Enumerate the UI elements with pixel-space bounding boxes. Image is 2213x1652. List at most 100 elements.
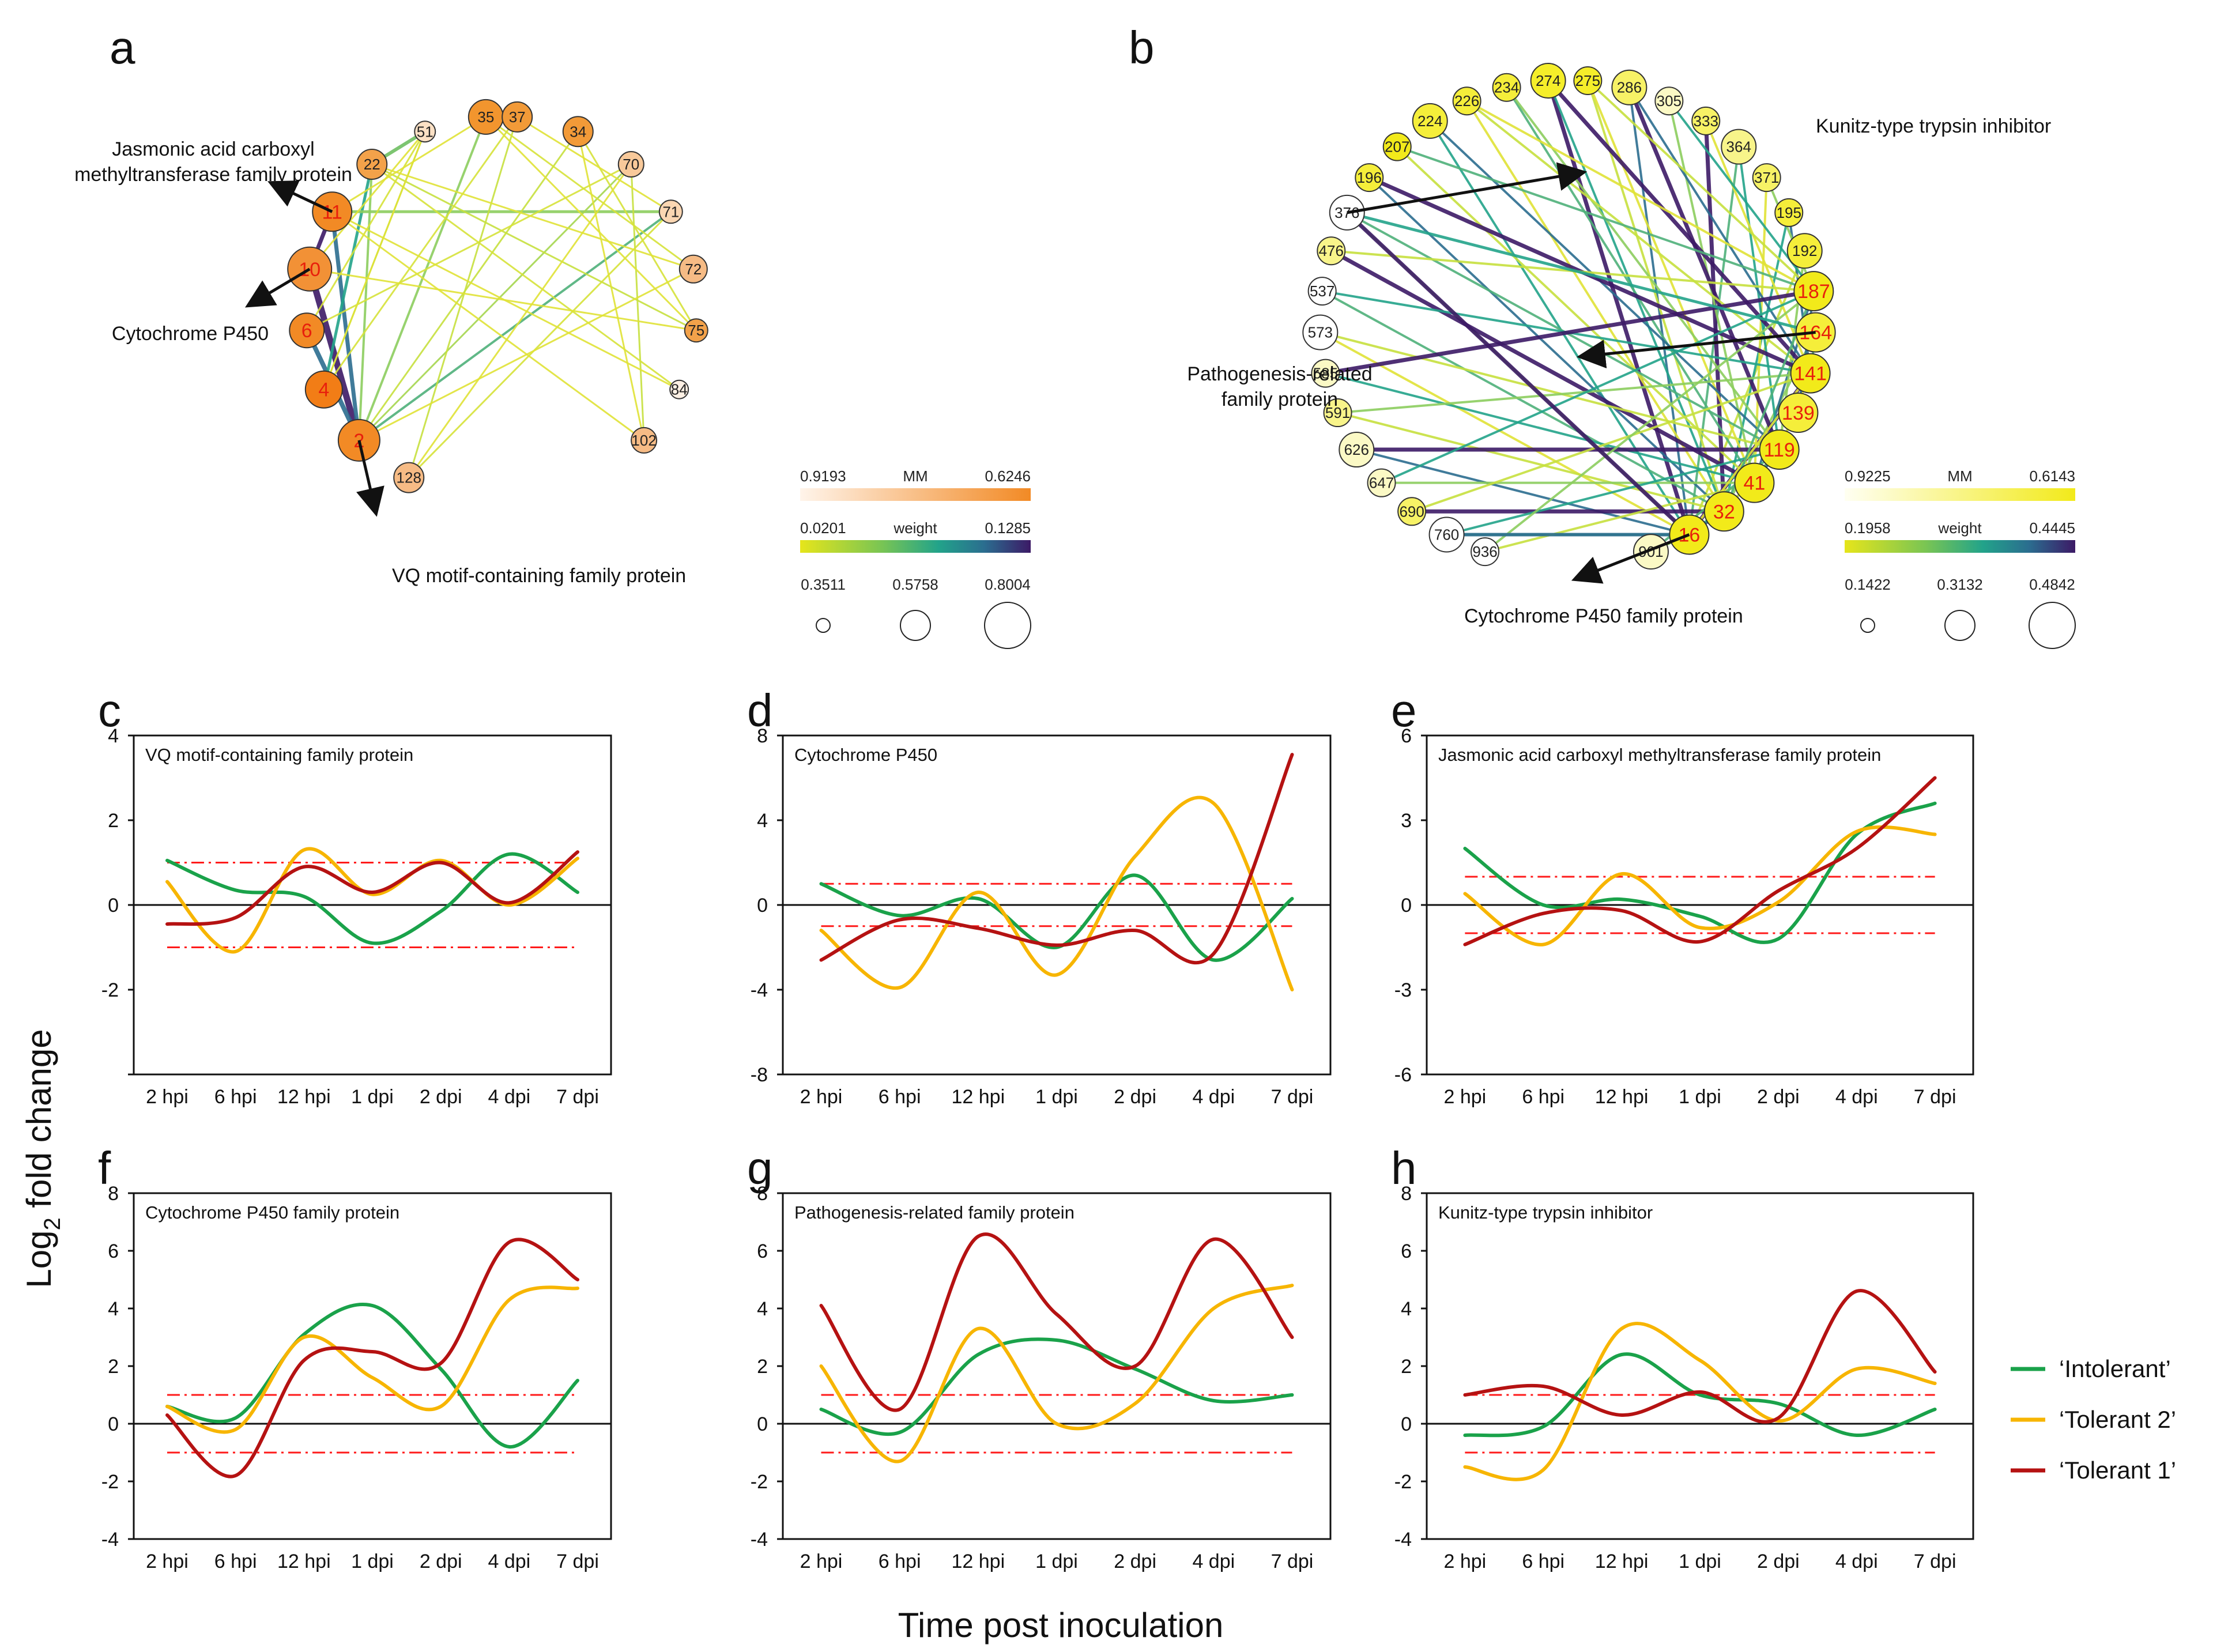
node-label: 75 xyxy=(688,322,704,339)
y-tick-label: -8 xyxy=(751,1064,768,1086)
panel-label: b xyxy=(1129,22,1155,73)
node-label: 141 xyxy=(1794,363,1827,385)
node-label: 626 xyxy=(1344,441,1369,458)
node-label: 234 xyxy=(1494,79,1519,96)
y-tick-label: 2 xyxy=(108,810,119,832)
weight-max-label: 0.1285 xyxy=(985,519,1031,537)
callout-label: Jasmonic acid carboxyl xyxy=(112,138,314,160)
x-tick-label: 6 hpi xyxy=(1522,1086,1564,1108)
x-tick-label: 4 dpi xyxy=(1192,1551,1235,1572)
edge xyxy=(309,131,426,270)
node-label: 187 xyxy=(1797,281,1830,303)
node-circle xyxy=(1654,86,1684,116)
legend-label: ‘Intolerant’ xyxy=(2059,1355,2171,1382)
x-tick-label: 2 hpi xyxy=(146,1086,188,1108)
mm-colorbar xyxy=(1845,488,2075,501)
edge xyxy=(1765,177,1815,292)
x-tick-label: 12 hpi xyxy=(1595,1551,1649,1572)
size-legend-label: 0.3132 xyxy=(1937,576,1983,593)
node-circle xyxy=(1611,69,1648,105)
edge xyxy=(1466,100,1811,375)
edge xyxy=(1703,120,1726,512)
node-circle xyxy=(356,149,388,180)
series-line-intolerant xyxy=(165,1302,579,1449)
edge xyxy=(1337,372,1811,414)
node-label: 128 xyxy=(397,469,421,486)
node-label: 690 xyxy=(1399,503,1424,520)
node-label: 139 xyxy=(1782,402,1815,424)
size-legend-circle xyxy=(816,618,831,633)
y-tick-label: -4 xyxy=(751,1529,768,1551)
y-axis-label-main: Log xyxy=(20,1231,58,1288)
y-tick-label: 0 xyxy=(757,895,768,916)
edge xyxy=(358,210,672,442)
node-label: 34 xyxy=(570,123,586,140)
y-tick-label: 8 xyxy=(757,725,768,747)
line-chart-panels: c VQ motif-containing family protein 4 2 0 -2… xyxy=(98,685,1974,1572)
x-tick-label: 6 hpi xyxy=(879,1551,921,1572)
chart-panel-g: g Pathogenesis-related family protein 8 6 4 2… xyxy=(747,1142,1332,1572)
node-label: 102 xyxy=(631,432,656,449)
size-legend-label: 0.5758 xyxy=(892,576,938,593)
edge xyxy=(1319,331,1780,451)
x-tick-label: 2 dpi xyxy=(420,1086,462,1108)
node-label: 37 xyxy=(509,108,526,126)
node-label: 591 xyxy=(1325,404,1350,421)
edge xyxy=(309,268,696,331)
y-tick-label: 4 xyxy=(1401,1298,1412,1320)
callout-arrow xyxy=(356,440,384,517)
x-tick-label: 7 dpi xyxy=(1271,1551,1314,1572)
edge xyxy=(1737,146,1781,450)
edge xyxy=(1381,290,1815,484)
x-tick-label: 2 dpi xyxy=(1757,1086,1800,1108)
edge xyxy=(408,211,672,478)
edge xyxy=(1356,448,1690,536)
edge xyxy=(358,163,632,441)
mm-min-label: 0.9225 xyxy=(1845,467,1891,485)
y-axis-label-spacer xyxy=(20,1208,58,1218)
series-line-tolerant-2 xyxy=(1463,1322,1937,1481)
y-tick-label: 3 xyxy=(1401,810,1412,832)
node-circle xyxy=(1317,236,1346,266)
x-tick-label: 1 dpi xyxy=(351,1086,394,1108)
y-tick-label: 8 xyxy=(757,1183,768,1205)
edge xyxy=(1587,80,1815,292)
edge xyxy=(358,131,579,441)
size-legend-circle xyxy=(2029,602,2076,649)
x-tick-label: 2 hpi xyxy=(800,1086,843,1108)
series-line-tolerant-1 xyxy=(165,850,579,926)
weight-max-label: 0.4445 xyxy=(2029,519,2075,537)
node-label: 6 xyxy=(301,320,312,342)
node-circle xyxy=(1428,516,1465,553)
x-tick-label: 4 dpi xyxy=(1835,1551,1878,1572)
node-label: 71 xyxy=(662,203,679,220)
x-tick-label: 2 dpi xyxy=(1114,1086,1156,1108)
node-label: 22 xyxy=(364,156,380,173)
weight-title: weight xyxy=(893,519,937,537)
legend-label: ‘Tolerant 2’ xyxy=(2059,1406,2176,1433)
x-tick-label: 6 hpi xyxy=(1522,1551,1564,1572)
node-circle xyxy=(1471,537,1500,567)
callouts: Kunitz-type trypsin inhibitor Pathogenesi… xyxy=(1187,115,2051,627)
node-label: 192 xyxy=(1792,242,1817,259)
callout-label: VQ motif-containing family protein xyxy=(392,565,686,587)
x-tick-label: 7 dpi xyxy=(556,1086,599,1108)
mm-min-label: 0.9193 xyxy=(800,467,846,485)
node-label: 41 xyxy=(1744,473,1766,495)
node-circle xyxy=(1734,462,1775,503)
node-circle xyxy=(1793,271,1834,312)
x-tick-label: 6 hpi xyxy=(879,1086,921,1108)
edge xyxy=(1668,100,1756,484)
x-tick-label: 6 hpi xyxy=(214,1086,257,1108)
edge xyxy=(630,164,645,440)
node-circle xyxy=(678,254,708,284)
x-tick-label: 1 dpi xyxy=(1035,1086,1078,1108)
node-label: 119 xyxy=(1764,439,1795,461)
edge xyxy=(577,131,698,331)
series-line-tolerant-2 xyxy=(1463,825,1937,946)
y-tick-label: -2 xyxy=(1394,1471,1412,1493)
x-tick-label: 1 dpi xyxy=(1679,1551,1721,1572)
panel-label: e xyxy=(1391,685,1417,736)
size-legend-label: 0.1422 xyxy=(1845,576,1891,593)
edge xyxy=(331,116,487,213)
